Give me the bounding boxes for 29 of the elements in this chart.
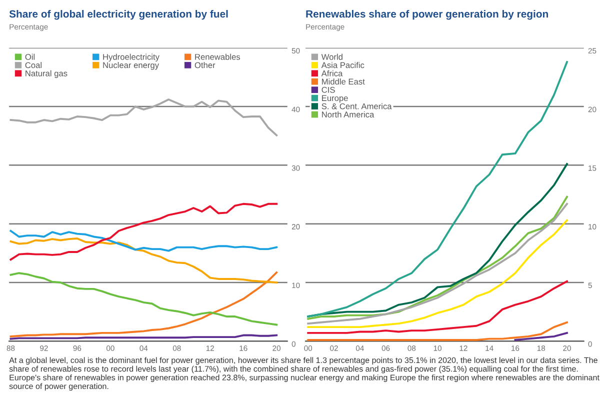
line-series [10,98,278,136]
legend-label: Hydroelectricity [103,54,160,62]
legend-label: Oil [25,54,35,60]
legend-label: Nuclear energy [103,62,160,70]
line-series [514,332,568,341]
legend-label: Natural gas [26,70,68,78]
line-series [10,230,278,252]
line-series [307,321,568,341]
legend-label: Coal [25,62,42,68]
legend-label: Other [194,62,216,68]
line-series [10,202,278,261]
legend-label: North America [322,111,374,118]
legend-label: Asia Pacific [321,62,364,68]
legend-label: CIS [322,86,335,93]
line-series [10,272,278,326]
legend-label: World [321,54,342,60]
line-series [307,219,568,328]
legend-label: Africa [321,70,343,76]
line-series [307,280,568,334]
line-series [10,238,278,284]
line-series [10,272,278,338]
chart-title: Renewables share of power generation by region [306,10,548,20]
line-series [307,60,568,318]
text: At a global level, coal is the dominant fuel for power generation, however its share fell 1.3 percentage points to 35.1% in 2020, the lowest level in our data series. The share of renewables rose to record levels last year (11.7%), with the combined share of renewables and gas-fired power (35.1%) equalling coal for the first time. Europe's share of renewables in power generation reached 23.8%, surpassing nuclear energy and making Europe the first region where renewables are the dominant source of power generation. [9,357,600,391]
legend-label: S. & Cent. America [322,103,392,110]
legend-label: Middle East [322,78,365,85]
legend-label: Europe [322,95,348,103]
legend-label: Renewables [195,54,240,60]
chart-title: Share of global electricity generation by fuel [9,10,228,20]
